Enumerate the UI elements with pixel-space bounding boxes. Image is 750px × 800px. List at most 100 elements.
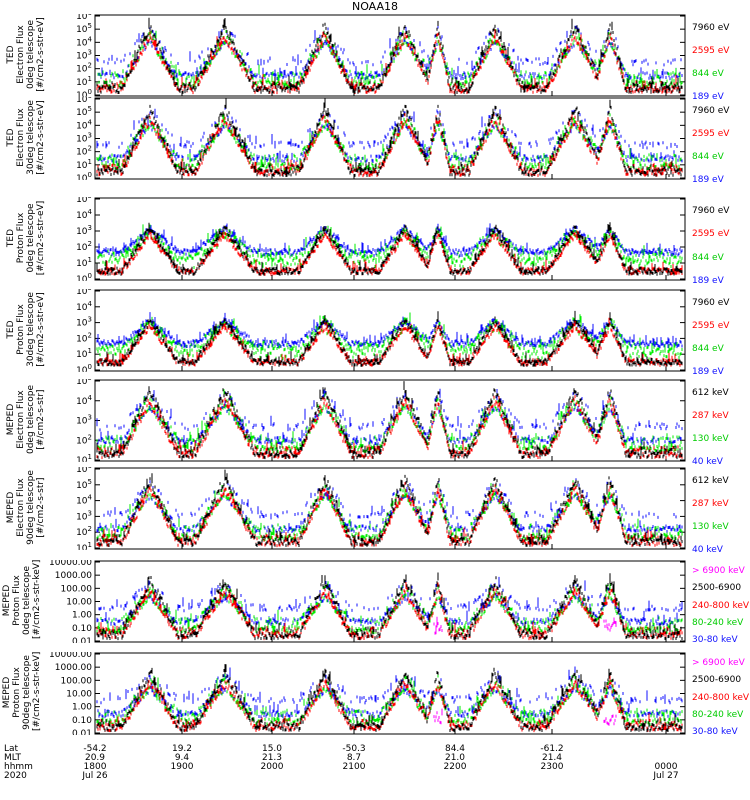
y-tick-label: 105 — [76, 289, 92, 297]
legend-entry: 80-240 keV — [692, 617, 744, 628]
panel-3: TED Proton Flux 0deg telescope [#/cm2-s-… — [0, 197, 750, 286]
legend-entry: 189 eV — [692, 175, 724, 185]
y-tick-label: 105 — [76, 197, 92, 205]
series-path — [96, 469, 683, 548]
legend-entry: 844 eV — [692, 69, 724, 79]
legend-entry: 240-800 keV — [692, 600, 750, 611]
y-tick-label: 105 — [76, 379, 92, 387]
legend-entry: 2595 eV — [692, 321, 730, 331]
footer-lat: 19.2 — [171, 744, 193, 754]
panel-8: MEPED Proton Flux 90deg telescope [#/cm2… — [0, 652, 750, 737]
legend: > 6900 keV 2500-6900 240-800 keV 80-240 keV… — [692, 655, 749, 741]
panel-plot: 101 102 103 104 105 106 — [76, 467, 686, 550]
y-tick-label: 102 — [76, 240, 92, 253]
legend-entry: 130 keV — [692, 434, 729, 444]
series-path — [433, 616, 617, 635]
y-tick-label: 102 — [76, 62, 92, 75]
series-7960-ev — [96, 310, 683, 367]
panel-plot: 100 101 102 103 104 105 — [76, 289, 686, 372]
y-ticks: 100 101 102 103 104 105 — [76, 289, 685, 372]
legend-entry: 2595 eV — [692, 46, 730, 56]
footer-hhmm: 0000 — [654, 762, 678, 772]
plot-frame — [94, 197, 686, 281]
y-tick-label: 1000.00 — [55, 663, 92, 673]
legend: 612 keV 287 keV 130 keV 40 keV — [692, 382, 729, 474]
y-ticks: 0.01 0.10 1.00 10.00 100.00 1000.00 10000.00 — [49, 560, 685, 643]
y-tick-label: 10.00 — [66, 690, 92, 700]
legend-entry: 287 keV — [692, 411, 729, 421]
series-40-kev — [96, 476, 683, 534]
y-tick-label: 1000.00 — [55, 571, 92, 581]
footer-lat: -50.3 — [342, 744, 366, 754]
footer-lat: 84.4 — [444, 744, 466, 754]
panel-plot: 100 101 102 103 104 105 — [76, 197, 686, 281]
y-tick-label: 0.01 — [72, 729, 92, 735]
y-ticks: 100101102103104105106 — [76, 97, 685, 180]
legend-entry: 189 eV — [692, 275, 724, 286]
panel-4: TED Proton Flux 30deg telescope [#/cm2-s… — [0, 289, 750, 377]
y-tick-label: 104 — [76, 35, 92, 48]
series-path — [433, 708, 617, 726]
panel-plot: 100101102103104105106 — [76, 14, 686, 97]
y-tick-label: 101 — [76, 158, 92, 171]
footer-mlt: 8.7 — [346, 753, 362, 763]
y-tick-label: 0.10 — [72, 624, 92, 634]
panel-5: MEPED Electron Flux 0deg telescope [#/cm… — [0, 379, 750, 467]
legend: 7960 eV 2595 eV 844 eV 189 eV — [692, 17, 729, 109]
series-7960-ev — [96, 98, 683, 178]
footer-mlt: 21.0 — [444, 753, 466, 763]
y-tick-label: 103 — [76, 224, 92, 237]
y-tick-label: 100 — [76, 171, 92, 180]
plot-frame — [94, 379, 686, 462]
series-612-kev — [96, 469, 683, 548]
y-ticks: 100 101 102 103 104 105 — [76, 197, 685, 281]
y-tick-label: 105 — [76, 105, 92, 118]
footer-hhmm: 2000 — [260, 762, 284, 772]
footer-date: Jul 26 — [82, 771, 108, 781]
y-tick-label: 106 — [76, 97, 92, 105]
y-tick-label: 104 — [76, 494, 92, 507]
legend-entry: 130 keV — [692, 522, 729, 532]
legend-entry: 189 eV — [692, 367, 724, 377]
series-path — [96, 388, 683, 446]
y-tick-label: 103 — [76, 414, 92, 427]
legend-entry: 2500-6900 — [692, 583, 742, 594]
legend-entry: 80-240 keV — [692, 709, 744, 720]
series-130-kev — [96, 480, 683, 542]
legend: 612 keV 287 keV 130 keV 40 keV — [692, 470, 729, 562]
series-path — [96, 17, 683, 94]
y-tick-label: 100.00 — [61, 584, 93, 594]
y-tick-label: 104 — [76, 118, 92, 131]
y-tick-label: 100.00 — [61, 676, 93, 686]
legend-entry: 2595 eV — [692, 129, 730, 139]
y-ticks: 100101102103104105106 — [76, 14, 685, 97]
y-tick-label: 103 — [76, 49, 92, 62]
y-tick-label: 104 — [76, 208, 92, 221]
series-2500-6900 — [96, 664, 683, 733]
legend-entry: 7960 eV — [692, 298, 730, 308]
series-path — [96, 480, 683, 542]
legend: 7960 eV 2595 eV 844 eV 189 eV — [692, 200, 729, 293]
series-path — [96, 222, 683, 276]
legend: 7960 eV 2595 eV 844 eV 189 eV — [692, 292, 729, 384]
series-path — [96, 664, 683, 733]
y-tick-label: 104 — [76, 300, 92, 313]
series-7960-ev — [96, 222, 683, 276]
footer-hhmm: 1900 — [170, 762, 194, 772]
panel-6: MEPED Electron Flux 90deg telescope [#/c… — [0, 467, 750, 555]
series-612-kev — [96, 381, 683, 460]
footer-hhmm: 2200 — [443, 762, 467, 772]
legend-entry: 7960 eV — [692, 106, 730, 116]
series-844-ev — [96, 27, 683, 89]
panel-plot: 100101102103104105106 — [76, 97, 686, 180]
series-path — [96, 572, 683, 641]
panel-plot: 101 102 103 104 105 — [76, 379, 686, 462]
legend-entry: 189 eV — [692, 92, 724, 102]
legend-entry: 612 keV — [692, 388, 729, 398]
plot-frame — [94, 467, 686, 550]
legend-entry: > 6900 keV — [692, 566, 745, 576]
series-path — [96, 27, 683, 89]
legend-entry: 2595 eV — [692, 229, 730, 240]
y-tick-label: 102 — [76, 331, 92, 344]
footer-hhmm: 2300 — [540, 762, 564, 772]
